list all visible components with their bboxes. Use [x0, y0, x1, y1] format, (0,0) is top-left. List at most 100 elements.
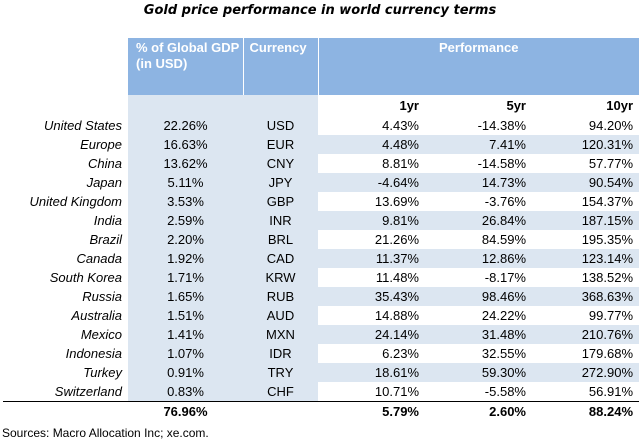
- gdp-share-cell: 3.53%: [128, 192, 243, 211]
- table-row: Europe 16.63% EUR 4.48% 7.41% 120.31%: [3, 135, 640, 154]
- gdp-share-cell: 2.20%: [128, 230, 243, 249]
- perf-1yr-cell: 10.71%: [374, 384, 419, 399]
- gdp-share-cell: 1.65%: [128, 287, 243, 306]
- country-cell: Brazil: [89, 232, 122, 247]
- gdp-share-cell: 2.59%: [128, 211, 243, 230]
- country-cell: Mexico: [80, 327, 122, 342]
- country-cell: India: [93, 213, 122, 228]
- header-10yr: 10yr: [606, 98, 634, 113]
- perf-5yr-cell: 59.30%: [425, 363, 532, 382]
- subheader-currency-blank: [243, 95, 318, 116]
- perf-1yr-cell: 14.88%: [374, 308, 419, 323]
- table-row: United Kingdom 3.53% GBP 13.69% -3.76% 154.37…: [3, 192, 639, 211]
- total-1yr-cell: 5.79%: [318, 401, 425, 421]
- header-blank: [3, 38, 128, 95]
- country-cell: United States: [43, 118, 122, 133]
- header-5yr: 5yr: [506, 98, 526, 113]
- gdp-share-cell: 1.92%: [128, 249, 243, 268]
- country-cell: South Korea: [49, 270, 122, 285]
- perf-5yr-cell: 84.59%: [481, 232, 526, 247]
- perf-10yr-cell: 179.68%: [581, 346, 634, 361]
- perf-10yr-cell: 94.20%: [588, 118, 634, 133]
- table-row: Japan 5.11% JPY -4.64% 14.73% 90.54%: [3, 173, 640, 192]
- perf-5yr-cell: 24.22%: [481, 308, 526, 323]
- perf-5yr-cell: 26.84%: [425, 211, 532, 230]
- currency-cell: CHF: [243, 382, 318, 402]
- perf-10yr-cell: 272.90%: [532, 363, 640, 382]
- perf-5yr-cell: 7.41%: [425, 135, 532, 154]
- perf-10yr-cell: 123.14%: [532, 249, 640, 268]
- country-cell: Indonesia: [65, 346, 122, 361]
- source-note: Sources: Macro Allocation Inc; xe.com.: [2, 426, 209, 440]
- table-title: Gold price performance in world currency…: [143, 3, 497, 18]
- table-row: Canada 1.92% CAD 11.37% 12.86% 123.14%: [3, 249, 640, 268]
- currency-cell: TRY: [243, 363, 318, 382]
- currency-cell: INR: [243, 211, 318, 230]
- currency-cell: CNY: [243, 154, 318, 173]
- gdp-share-cell: 1.07%: [128, 344, 243, 363]
- table-row: Indonesia 1.07% IDR 6.23% 32.55% 179.68%: [3, 344, 639, 363]
- subheader-row: 1yr 5yr 10yr: [3, 95, 639, 116]
- currency-cell: MXN: [243, 325, 318, 344]
- header-performance: Performance: [317, 38, 640, 95]
- country-cell: United Kingdom: [29, 194, 123, 209]
- perf-1yr-cell: 6.23%: [382, 346, 419, 361]
- perf-10yr-cell: 368.63%: [532, 287, 640, 306]
- table-row: Russia 1.65% RUB 35.43% 98.46% 368.63%: [3, 287, 640, 306]
- gdp-share-cell: 1.41%: [128, 325, 243, 344]
- perf-5yr-cell: 98.46%: [425, 287, 532, 306]
- country-cell: Russia: [82, 289, 122, 304]
- gdp-share-cell: 1.71%: [128, 268, 243, 287]
- gdp-share-cell: 1.51%: [128, 306, 243, 325]
- perf-1yr-cell: 11.37%: [318, 249, 425, 268]
- gold-performance-table: % of Global GDP (in USD) Currency Perfor…: [3, 38, 640, 421]
- country-cell: Turkey: [83, 365, 122, 380]
- currency-cell: USD: [243, 116, 318, 135]
- currency-cell: KRW: [243, 268, 318, 287]
- perf-5yr-cell: 31.48%: [425, 325, 532, 344]
- totals-blank: [3, 401, 128, 421]
- table-row: United States 22.26% USD 4.43% -14.38% 94.20%: [3, 116, 639, 135]
- currency-cell: EUR: [243, 135, 318, 154]
- total-5yr-cell: 2.60%: [425, 401, 532, 421]
- perf-10yr-cell: 120.31%: [532, 135, 640, 154]
- perf-1yr-cell: 9.81%: [318, 211, 425, 230]
- subheader-gdp-blank: [128, 95, 243, 116]
- perf-1yr-cell: 24.14%: [318, 325, 425, 344]
- country-cell: Europe: [80, 137, 122, 152]
- table-row: Australia 1.51% AUD 14.88% 24.22% 99.77%: [3, 306, 639, 325]
- table-row: South Korea 1.71% KRW 11.48% -8.17% 138.52%: [3, 268, 639, 287]
- country-cell: China: [88, 156, 122, 171]
- currency-cell: GBP: [243, 192, 318, 211]
- header-row: % of Global GDP (in USD) Currency Perfor…: [3, 38, 640, 95]
- perf-5yr-cell: 32.55%: [481, 346, 526, 361]
- perf-5yr-cell: -3.76%: [484, 194, 526, 209]
- gdp-share-cell: 16.63%: [128, 135, 243, 154]
- currency-cell: CAD: [243, 249, 318, 268]
- gdp-share-cell: 22.26%: [128, 116, 243, 135]
- gdp-share-cell: 13.62%: [128, 154, 243, 173]
- perf-10yr-cell: 57.77%: [588, 156, 634, 171]
- perf-5yr-cell: 14.73%: [425, 173, 532, 192]
- perf-5yr-cell: 12.86%: [425, 249, 532, 268]
- perf-10yr-cell: 187.15%: [532, 211, 640, 230]
- perf-10yr-cell: 210.76%: [532, 325, 640, 344]
- perf-5yr-cell: -5.58%: [484, 384, 526, 399]
- currency-cell: AUD: [243, 306, 318, 325]
- perf-10yr-cell: 99.77%: [588, 308, 634, 323]
- totals-currency-blank: [243, 401, 318, 421]
- table-row: China 13.62% CNY 8.81% -14.58% 57.77%: [3, 154, 639, 173]
- gdp-share-cell: 0.91%: [128, 363, 243, 382]
- gdp-share-cell: 0.83%: [128, 382, 243, 402]
- perf-1yr-cell: -4.64%: [318, 173, 425, 192]
- perf-1yr-cell: 4.48%: [318, 135, 425, 154]
- perf-10yr-cell: 90.54%: [532, 173, 640, 192]
- subheader-blank: [3, 95, 128, 116]
- table-row: Mexico 1.41% MXN 24.14% 31.48% 210.76%: [3, 325, 640, 344]
- header-gdp: % of Global GDP (in USD): [128, 38, 243, 95]
- header-currency: Currency: [242, 38, 318, 95]
- perf-1yr-cell: 11.48%: [375, 270, 419, 285]
- currency-cell: IDR: [243, 344, 318, 363]
- perf-1yr-cell: 18.61%: [318, 363, 425, 382]
- currency-cell: BRL: [243, 230, 318, 249]
